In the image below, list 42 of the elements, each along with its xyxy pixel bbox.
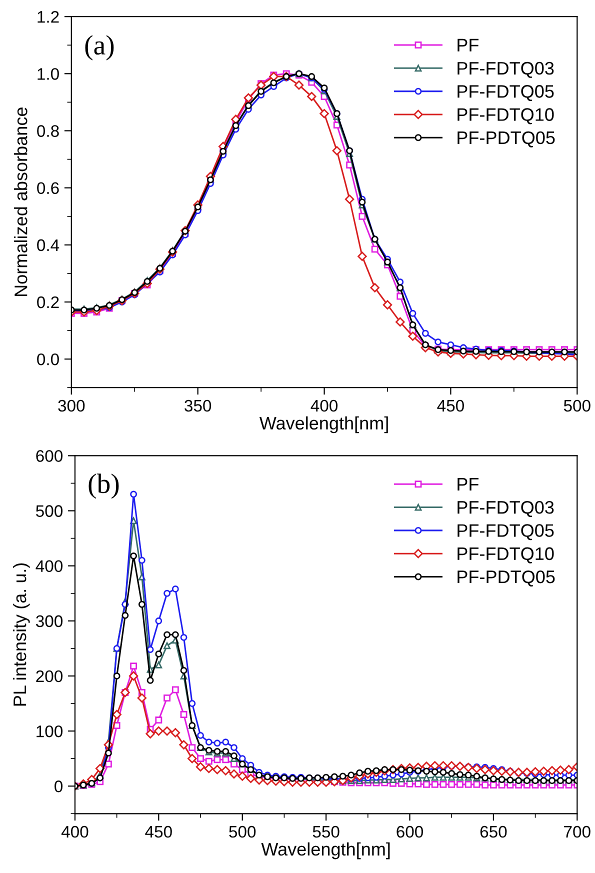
x-axis-title: Wavelength[nm]	[261, 842, 390, 860]
x-axis-title: Wavelength[nm]	[259, 416, 388, 434]
y-tick-label: 0.4	[37, 239, 60, 252]
legend-label: PF-FDTQ05	[458, 85, 554, 102]
legend-label: PF-PDTQ05	[458, 570, 555, 586]
y-tick-label: 0.8	[37, 125, 59, 137]
y-tick-label: 500	[36, 505, 63, 517]
y-tick-label: 1.0	[38, 68, 59, 80]
y-tick-label: 300	[36, 615, 63, 628]
annotation: (b)	[88, 474, 119, 499]
annotation: (a)	[85, 35, 114, 60]
legend-label: PF-FDTQ03	[458, 62, 554, 78]
legend-label: PF-FDTQ03	[458, 501, 554, 518]
x-tick-label: 300	[58, 400, 85, 412]
legend-label: PF-FDTQ10	[458, 108, 554, 124]
x-tick-label: 500	[229, 826, 256, 838]
x-tick-label: 650	[480, 826, 507, 838]
legend-label: PF-PDTQ05	[458, 131, 555, 148]
x-tick-label: 700	[564, 826, 590, 838]
x-tick-label: 400	[61, 826, 88, 838]
y-tick-label: 100	[36, 725, 63, 738]
y-tick-label: 600	[36, 450, 63, 462]
x-tick-label: 350	[184, 400, 212, 412]
y-tick-label: 0.0	[37, 353, 59, 366]
y-tick-label: 0.6	[37, 182, 59, 194]
x-tick-label: 600	[396, 826, 424, 838]
legend-label: PF	[458, 38, 479, 52]
x-tick-label: 500	[564, 400, 590, 412]
x-tick-label: 450	[145, 826, 172, 838]
x-tick-label: 450	[437, 400, 464, 412]
y-tick-label: 400	[36, 560, 63, 572]
y-axis-title: PL intensity (a. u.)	[12, 563, 30, 706]
y-axis-title: Normalized absorbance	[14, 108, 28, 296]
legend-label: PF-FDTQ05	[458, 524, 554, 540]
x-tick-label: 400	[310, 400, 338, 412]
legend-label: PF	[458, 478, 479, 490]
x-tick-label: 550	[312, 826, 340, 838]
y-tick-label: 0	[54, 780, 63, 792]
y-tick-label: 1.2	[38, 10, 59, 23]
y-tick-label: 200	[36, 670, 63, 682]
legend-label: PF-FDTQ10	[458, 547, 554, 564]
y-tick-label: 0.2	[37, 296, 59, 308]
